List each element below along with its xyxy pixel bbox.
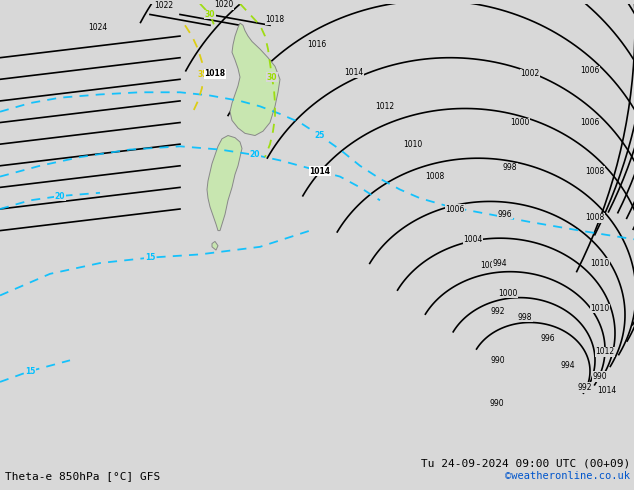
- Text: 1010: 1010: [403, 140, 423, 148]
- Text: 1012: 1012: [595, 347, 614, 356]
- Text: 1022: 1022: [155, 1, 174, 10]
- Text: 15: 15: [25, 367, 36, 376]
- Text: 15: 15: [145, 253, 155, 262]
- Text: 1006: 1006: [580, 66, 600, 75]
- Text: 35: 35: [198, 71, 208, 79]
- Text: 1008: 1008: [585, 213, 605, 222]
- Text: 1002: 1002: [481, 261, 500, 270]
- Text: 1008: 1008: [425, 172, 444, 181]
- Text: 990: 990: [489, 399, 504, 408]
- Text: 1000: 1000: [510, 118, 529, 127]
- Text: 1004: 1004: [463, 235, 482, 244]
- Text: 1018: 1018: [266, 15, 285, 24]
- Text: 996: 996: [498, 210, 512, 219]
- Text: 1020: 1020: [214, 0, 233, 9]
- Text: ©weatheronline.co.uk: ©weatheronline.co.uk: [505, 471, 630, 481]
- Text: 998: 998: [503, 164, 517, 172]
- Text: 1024: 1024: [88, 23, 108, 32]
- Polygon shape: [207, 136, 242, 231]
- Text: 1010: 1010: [590, 259, 610, 268]
- Text: Theta-e 850hPa [°C] GFS: Theta-e 850hPa [°C] GFS: [5, 471, 160, 481]
- Text: 992: 992: [578, 383, 592, 392]
- Text: 1014: 1014: [344, 68, 364, 77]
- Polygon shape: [212, 242, 218, 250]
- Polygon shape: [230, 23, 280, 136]
- Text: 30: 30: [267, 73, 277, 82]
- Text: 996: 996: [541, 334, 555, 343]
- Text: 1006: 1006: [580, 118, 600, 127]
- Text: 1002: 1002: [521, 70, 540, 78]
- Text: 1018: 1018: [204, 70, 226, 78]
- Text: 1016: 1016: [307, 40, 327, 49]
- Text: 25: 25: [315, 131, 325, 140]
- Text: 990: 990: [491, 356, 505, 365]
- Text: 1000: 1000: [498, 289, 518, 298]
- Text: 994: 994: [560, 361, 575, 370]
- Text: 994: 994: [493, 259, 507, 268]
- Text: 1014: 1014: [597, 386, 617, 395]
- Text: 20: 20: [55, 192, 65, 200]
- Text: 30: 30: [205, 10, 216, 19]
- Text: 1008: 1008: [585, 167, 605, 176]
- Text: 1012: 1012: [375, 102, 394, 111]
- Text: 1006: 1006: [445, 204, 465, 214]
- Text: Tu 24-09-2024 09:00 UTC (00+09): Tu 24-09-2024 09:00 UTC (00+09): [421, 458, 630, 468]
- Text: 990: 990: [593, 372, 607, 381]
- Text: 1014: 1014: [309, 167, 330, 176]
- Text: 1010: 1010: [590, 304, 610, 313]
- Text: 992: 992: [491, 307, 505, 316]
- Text: 998: 998: [518, 313, 533, 321]
- Text: 20: 20: [250, 150, 260, 159]
